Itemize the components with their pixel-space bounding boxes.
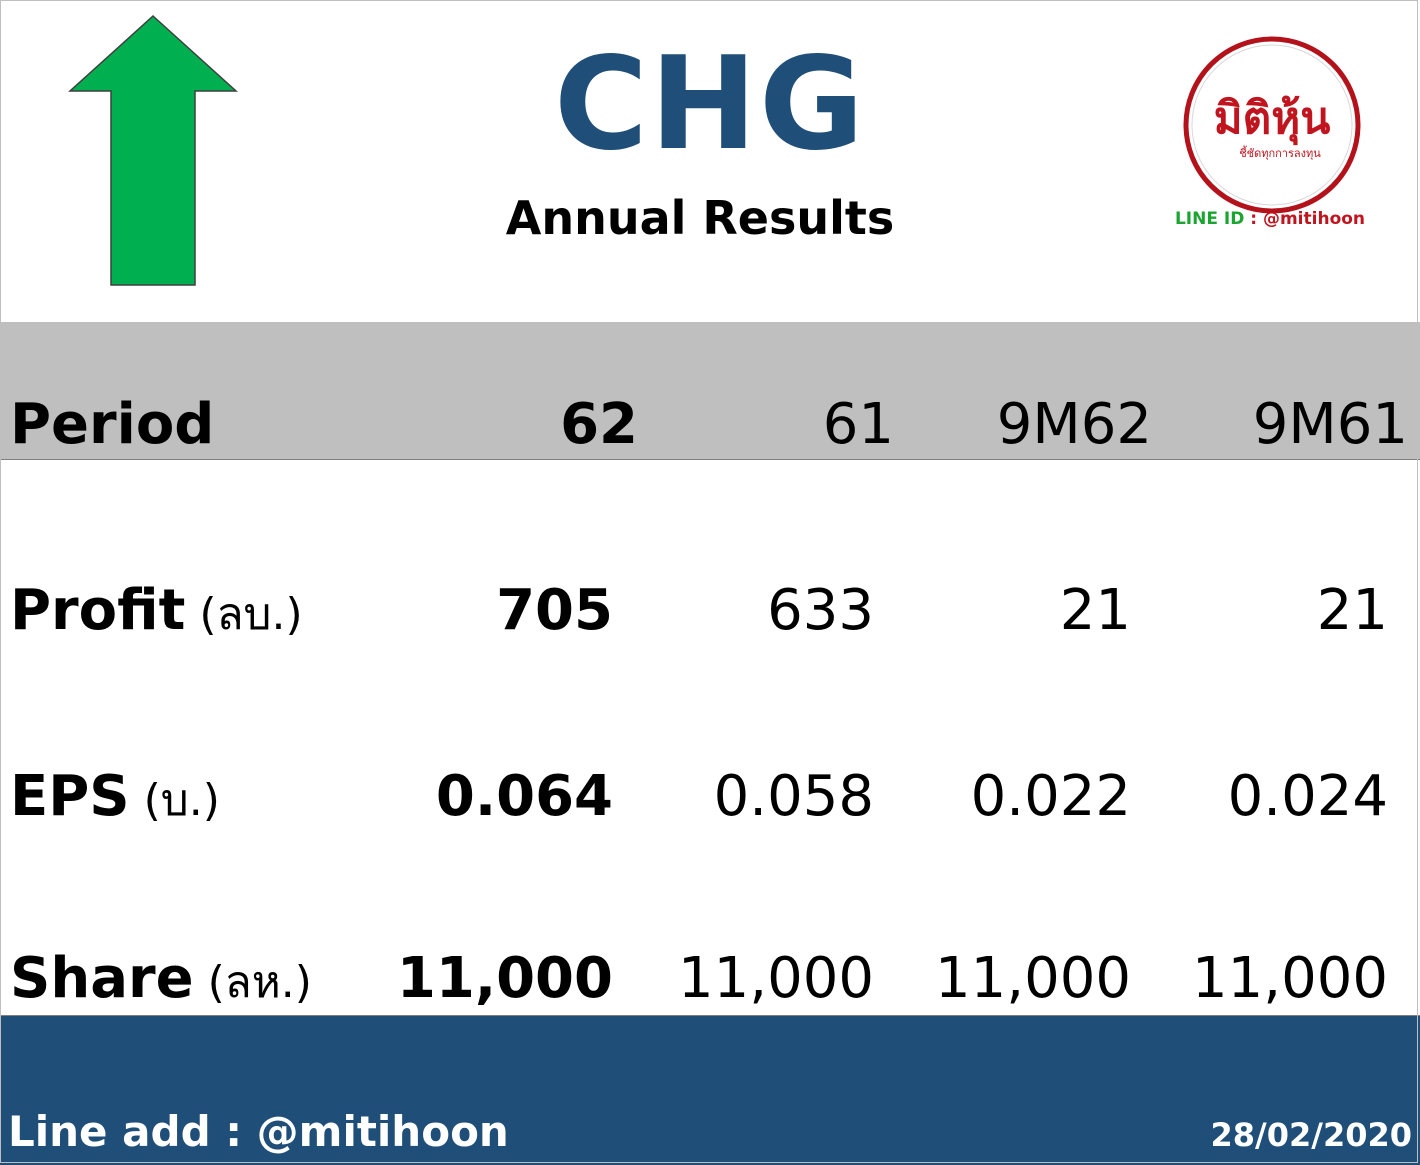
header: CHG Annual Results มิติหุ้น ชี้ชัดทุกการ… [0,0,1420,322]
table-cell: 633 [767,578,874,643]
profit-row-label: Profit (ลบ.) [10,578,303,643]
table-cell: 21 [1059,578,1131,643]
column-header: 9M62 [996,392,1152,457]
share-row-label: Share (ลห.) [10,946,312,1011]
table-cell: 0.064 [435,764,613,829]
line-add-text: Line add : @mitihoon [8,1107,509,1156]
table-cell: 11,000 [678,946,874,1011]
table-cell: 0.058 [713,764,874,829]
svg-text:มิติหุ้น: มิติหุ้น [1214,93,1331,146]
column-header: 9M61 [1252,392,1408,457]
period-header-band [0,322,1420,460]
subtitle: Annual Results [505,191,895,245]
up-arrow-icon [68,14,238,286]
line-id-separator: : [1244,209,1263,229]
line-id-label: LINE ID : @mitihoon [1150,205,1390,233]
ticker-title: CHG [553,30,867,179]
date-text: 28/02/2020 [1210,1116,1413,1154]
column-header: 62 [560,392,638,457]
footer-band [0,1015,1420,1165]
table-cell: 0.024 [1227,764,1388,829]
table-cell: 11,000 [935,946,1131,1011]
table-cell: 11,000 [396,946,613,1011]
svg-text:ชี้ชัดทุกการลงทุน: ชี้ชัดทุกการลงทุน [1239,145,1321,160]
table-cell: 11,000 [1192,946,1388,1011]
table-cell: 705 [496,578,613,643]
mitihoon-logo: มิติหุ้น ชี้ชัดทุกการลงทุน [1183,36,1361,214]
table-cell: 0.022 [970,764,1131,829]
column-header: 61 [822,392,894,457]
eps-row-label: EPS (บ.) [10,764,220,829]
table-cell: 21 [1316,578,1388,643]
line-id-handle: @mitihoon [1262,209,1366,229]
line-id-text: LINE ID [1174,209,1245,229]
period-label: Period [10,392,215,457]
